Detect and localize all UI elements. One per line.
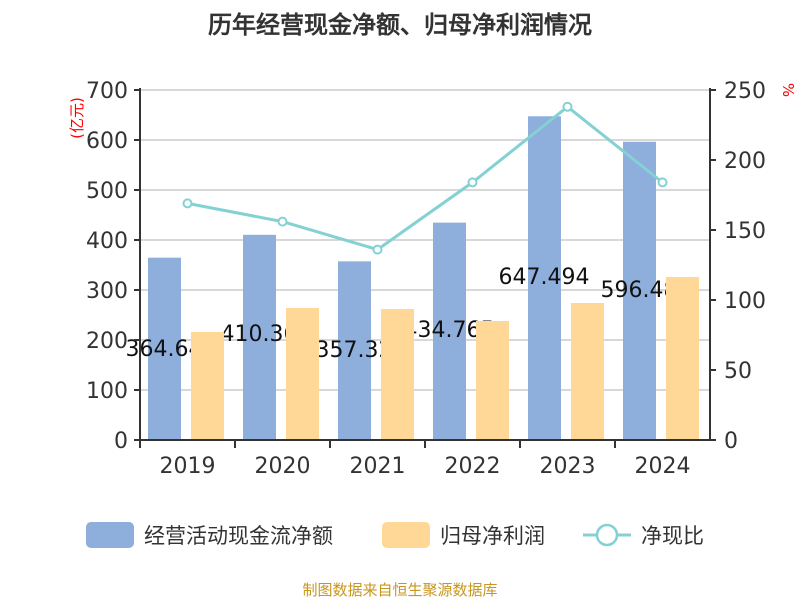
cashflow-data-label: 364.64 [126,337,203,362]
x-tick-label: 2019 [160,454,216,479]
cashflow-data-label: 357.32 [316,338,393,363]
right-tick-label: 150 [724,219,766,244]
profit-bar [571,303,604,440]
right-axis-label: % [779,83,797,97]
left-tick-label: 300 [86,279,128,304]
left-axis-label: (亿元) [68,97,86,139]
profit-bar [286,308,319,440]
ratio-point [182,198,193,209]
profit-bar [476,321,509,440]
legend-label-profit: 归母净利润 [440,524,545,548]
ratio-line [187,104,664,252]
legend-swatch-cashflow [86,522,134,548]
cashflow-data-label: 596.48 [601,278,678,303]
ratio-point [467,177,478,188]
legend: 经营活动现金流净额 归母净利润 净现比 [86,522,704,548]
right-tick-label: 50 [724,359,752,384]
left-tick-label: 600 [86,129,128,154]
left-tick-label: 200 [86,329,128,354]
cashflow-bar [433,222,466,440]
cashflow-bar [243,234,276,440]
profit-bar [191,332,224,440]
left-tick-label: 400 [86,229,128,254]
left-tick-label: 500 [86,179,128,204]
cashflow-bar [338,261,371,440]
source-note: 制图数据来自恒生聚源数据库 [302,581,497,599]
profit-bar [381,309,414,440]
cashflow-bar [148,257,181,440]
legend-swatch-profit [382,522,430,548]
right-tick-label: 0 [724,429,738,454]
ratio-point [562,101,573,112]
x-tick-label: 2022 [445,454,501,479]
left-tick-label: 100 [86,379,128,404]
cashflow-data-label: 410.36 [221,322,298,347]
right-tick-label: 200 [724,149,766,174]
ratio-point [657,177,668,188]
right-tick-label: 250 [724,79,766,104]
legend-label-cashflow: 经营活动现金流净额 [144,524,333,548]
left-tick-label: 700 [86,79,128,104]
x-tick-label: 2024 [635,454,691,479]
x-tick-label: 2021 [350,454,406,479]
cashflow-bar [623,141,656,440]
cashflow-bar [528,116,561,441]
ratio-point [277,216,288,227]
right-tick-label: 100 [724,289,766,314]
ratio-point [372,244,383,255]
cashflow-data-label: 647.494 [499,265,590,290]
chart-title: 历年经营现金净额、归母净利润情况 [208,11,592,39]
x-tick-label: 2020 [255,454,311,479]
legend-marker-ratio [595,523,619,547]
profit-bar [666,277,699,440]
legend-label-ratio: 净现比 [641,524,704,548]
left-tick-label: 0 [114,429,128,454]
x-tick-label: 2023 [540,454,596,479]
